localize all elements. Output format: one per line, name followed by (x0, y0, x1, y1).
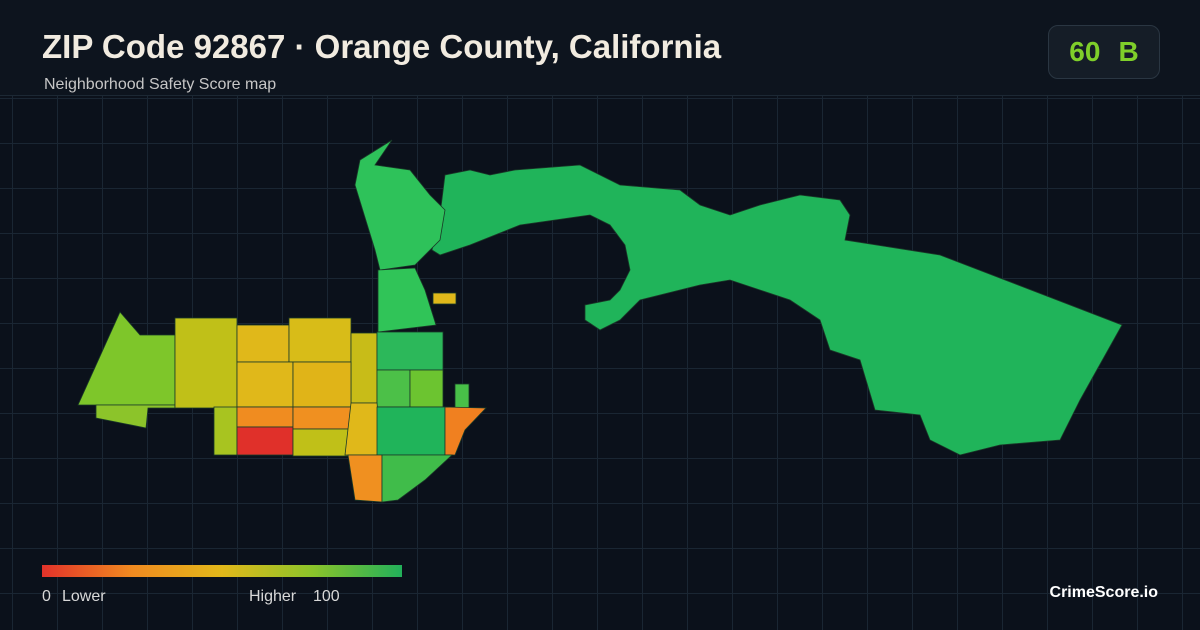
region (376, 369, 411, 408)
legend-gradient (42, 565, 402, 577)
region (288, 317, 352, 363)
region (381, 454, 454, 503)
score-badge: 60 B (1048, 25, 1160, 79)
region (347, 454, 383, 503)
region (354, 139, 446, 271)
region (236, 361, 294, 408)
legend-min: 0 (42, 588, 51, 605)
legend-min-label: Lower (62, 588, 106, 605)
region (236, 426, 294, 456)
region (236, 324, 290, 363)
region (377, 267, 437, 333)
legend-max-label: Higher (249, 588, 297, 605)
region (432, 292, 457, 305)
legend-max: 100 (313, 588, 340, 605)
region (454, 383, 470, 409)
region (77, 311, 176, 406)
region (376, 406, 446, 456)
region (350, 332, 378, 404)
region (409, 369, 444, 408)
region (292, 361, 352, 408)
region (376, 331, 444, 371)
region (236, 406, 294, 428)
region (444, 406, 487, 456)
region (174, 317, 238, 409)
region (95, 404, 176, 429)
region (292, 428, 352, 457)
region (292, 406, 352, 430)
region (213, 406, 238, 456)
score-grade: B (1118, 36, 1139, 67)
score-value: 60 (1069, 36, 1101, 67)
subtitle: Neighborhood Safety Score map (44, 76, 277, 93)
brand: CrimeScore.io (1049, 584, 1158, 601)
region (431, 164, 1123, 456)
region (344, 402, 383, 456)
header (0, 0, 1200, 96)
title: ZIP Code 92867 · Orange County, Californ… (42, 28, 722, 65)
